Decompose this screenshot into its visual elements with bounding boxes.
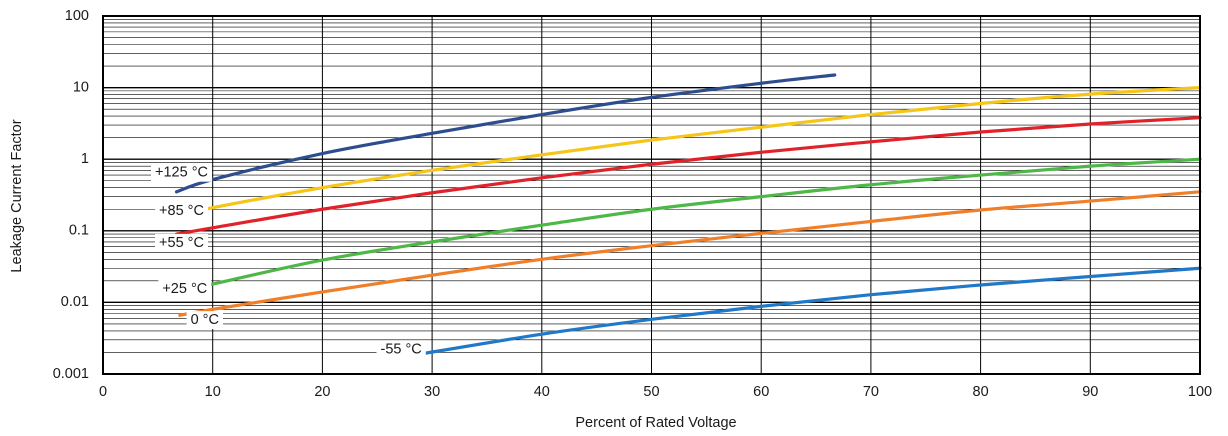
series-label-bg-2 (155, 233, 208, 252)
x-axis-title: Percent of Rated Voltage (575, 415, 736, 431)
series-curves (174, 73, 1202, 358)
series-label-bg-4 (186, 311, 223, 330)
series-label-2: +55 °C (159, 235, 204, 251)
series-label-4: 0 °C (191, 312, 219, 328)
x-tick-label: 50 (643, 384, 659, 400)
x-tick-label: 100 (1188, 384, 1212, 400)
series-line-5 (408, 266, 1202, 358)
x-tick-label: 30 (424, 384, 440, 400)
series-label-3: +25 °C (162, 281, 207, 297)
x-tick-label: 80 (973, 384, 989, 400)
series-label-0: +125 °C (155, 165, 208, 181)
series-line-3 (178, 157, 1202, 294)
x-tick-label: 60 (753, 384, 769, 400)
series-label-bg-1 (155, 202, 208, 221)
series-label-bg-3 (158, 279, 212, 298)
grid-lines (102, 15, 1201, 375)
y-tick-label: 0.1 (69, 223, 89, 239)
x-tick-label: 70 (863, 384, 879, 400)
y-tick-label: 1 (81, 151, 89, 167)
y-tick-label: 10 (73, 79, 89, 95)
series-label-bg-0 (151, 163, 212, 182)
y-tick-label: 0.01 (61, 294, 89, 310)
y-tick-label: 0.001 (53, 366, 89, 382)
x-tick-label: 40 (534, 384, 550, 400)
y-axis-title: Leakage Current Factor (9, 119, 25, 272)
series-label-1: +85 °C (159, 203, 204, 219)
series-label-boxes: +125 °C +85 °C +55 °C +25 °C 0 °C -55 °C (151, 163, 426, 359)
series-line-4 (178, 190, 1202, 317)
series-label-5: -55 °C (381, 342, 422, 358)
x-tick-label: 20 (314, 384, 330, 400)
y-axis-ticks: 0.001 0.01 0.1 1 10 100 (53, 8, 89, 382)
plot-frame (102, 15, 1201, 375)
x-axis-ticks: 0 10 20 30 40 50 60 70 80 90 100 (99, 384, 1212, 400)
y-tick-label: 100 (65, 8, 89, 24)
x-tick-label: 90 (1082, 384, 1098, 400)
x-tick-label: 10 (205, 384, 221, 400)
series-label-bg-5 (376, 340, 426, 359)
series-line-2 (174, 116, 1202, 236)
series-line-0 (174, 73, 837, 194)
x-tick-label: 0 (99, 384, 107, 400)
series-line-1 (174, 86, 1202, 218)
